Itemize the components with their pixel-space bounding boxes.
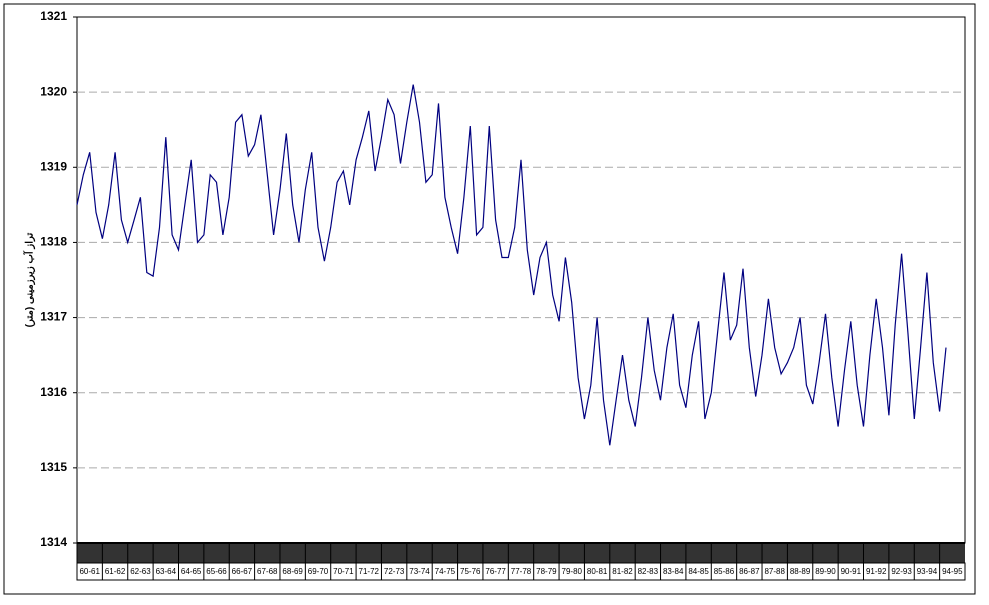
x-tick-label: 60-61 [79,567,100,576]
x-tick-label: 78-79 [536,567,557,576]
x-tick-label: 68-69 [282,567,303,576]
x-tick-label: 64-65 [181,567,202,576]
x-tick-label: 77-78 [511,567,532,576]
y-tick-label: 1314 [40,535,67,549]
x-tick-label: 85-86 [714,567,735,576]
x-tick-label: 80-81 [587,567,608,576]
x-tick-label: 62-63 [130,567,151,576]
data-line [76,84,947,446]
y-tick-label: 1316 [40,385,67,399]
month-strip [77,543,965,563]
x-tick-label: 61-62 [105,567,126,576]
x-tick-label: 93-94 [917,567,938,576]
y-tick-label: 1320 [40,84,67,98]
x-tick-label: 66-67 [232,567,253,576]
y-tick-label: 1321 [40,9,67,23]
x-tick-label: 90-91 [841,567,862,576]
x-tick-label: 73-74 [409,567,430,576]
x-tick-label: 91-92 [866,567,887,576]
x-tick-label: 72-73 [384,567,405,576]
x-tick-label: 79-80 [562,567,583,576]
x-tick-label: 82-83 [638,567,659,576]
x-tick-label: 84-85 [688,567,709,576]
y-tick-label: 1315 [40,460,67,474]
x-tick-label: 69-70 [308,567,329,576]
x-tick-label: 86-87 [739,567,760,576]
x-tick-label: 94-95 [942,567,963,576]
x-tick-label: 71-72 [359,567,380,576]
x-tick-label: 65-66 [206,567,227,576]
x-tick-label: 89-90 [815,567,836,576]
plot-area [76,16,966,544]
y-tick-label: 1317 [40,310,67,324]
x-tick-label: 63-64 [156,567,177,576]
y-tick-label: 1318 [40,235,67,249]
y-tick-label: 1319 [40,159,67,173]
x-tick-label: 87-88 [764,567,785,576]
frame [3,3,976,595]
y-axis-label: تراز آب زیرزمینی (متر) [23,232,36,327]
x-tick-label: 67-68 [257,567,278,576]
x-tick-label: 88-89 [790,567,811,576]
x-tick-label: 76-77 [485,567,506,576]
x-tick-label: 92-93 [891,567,912,576]
x-tick-label: 70-71 [333,567,354,576]
x-tick-label: 75-76 [460,567,481,576]
x-tick-label: 74-75 [435,567,456,576]
x-tick-label: 83-84 [663,567,684,576]
x-tick-label: 81-82 [612,567,633,576]
